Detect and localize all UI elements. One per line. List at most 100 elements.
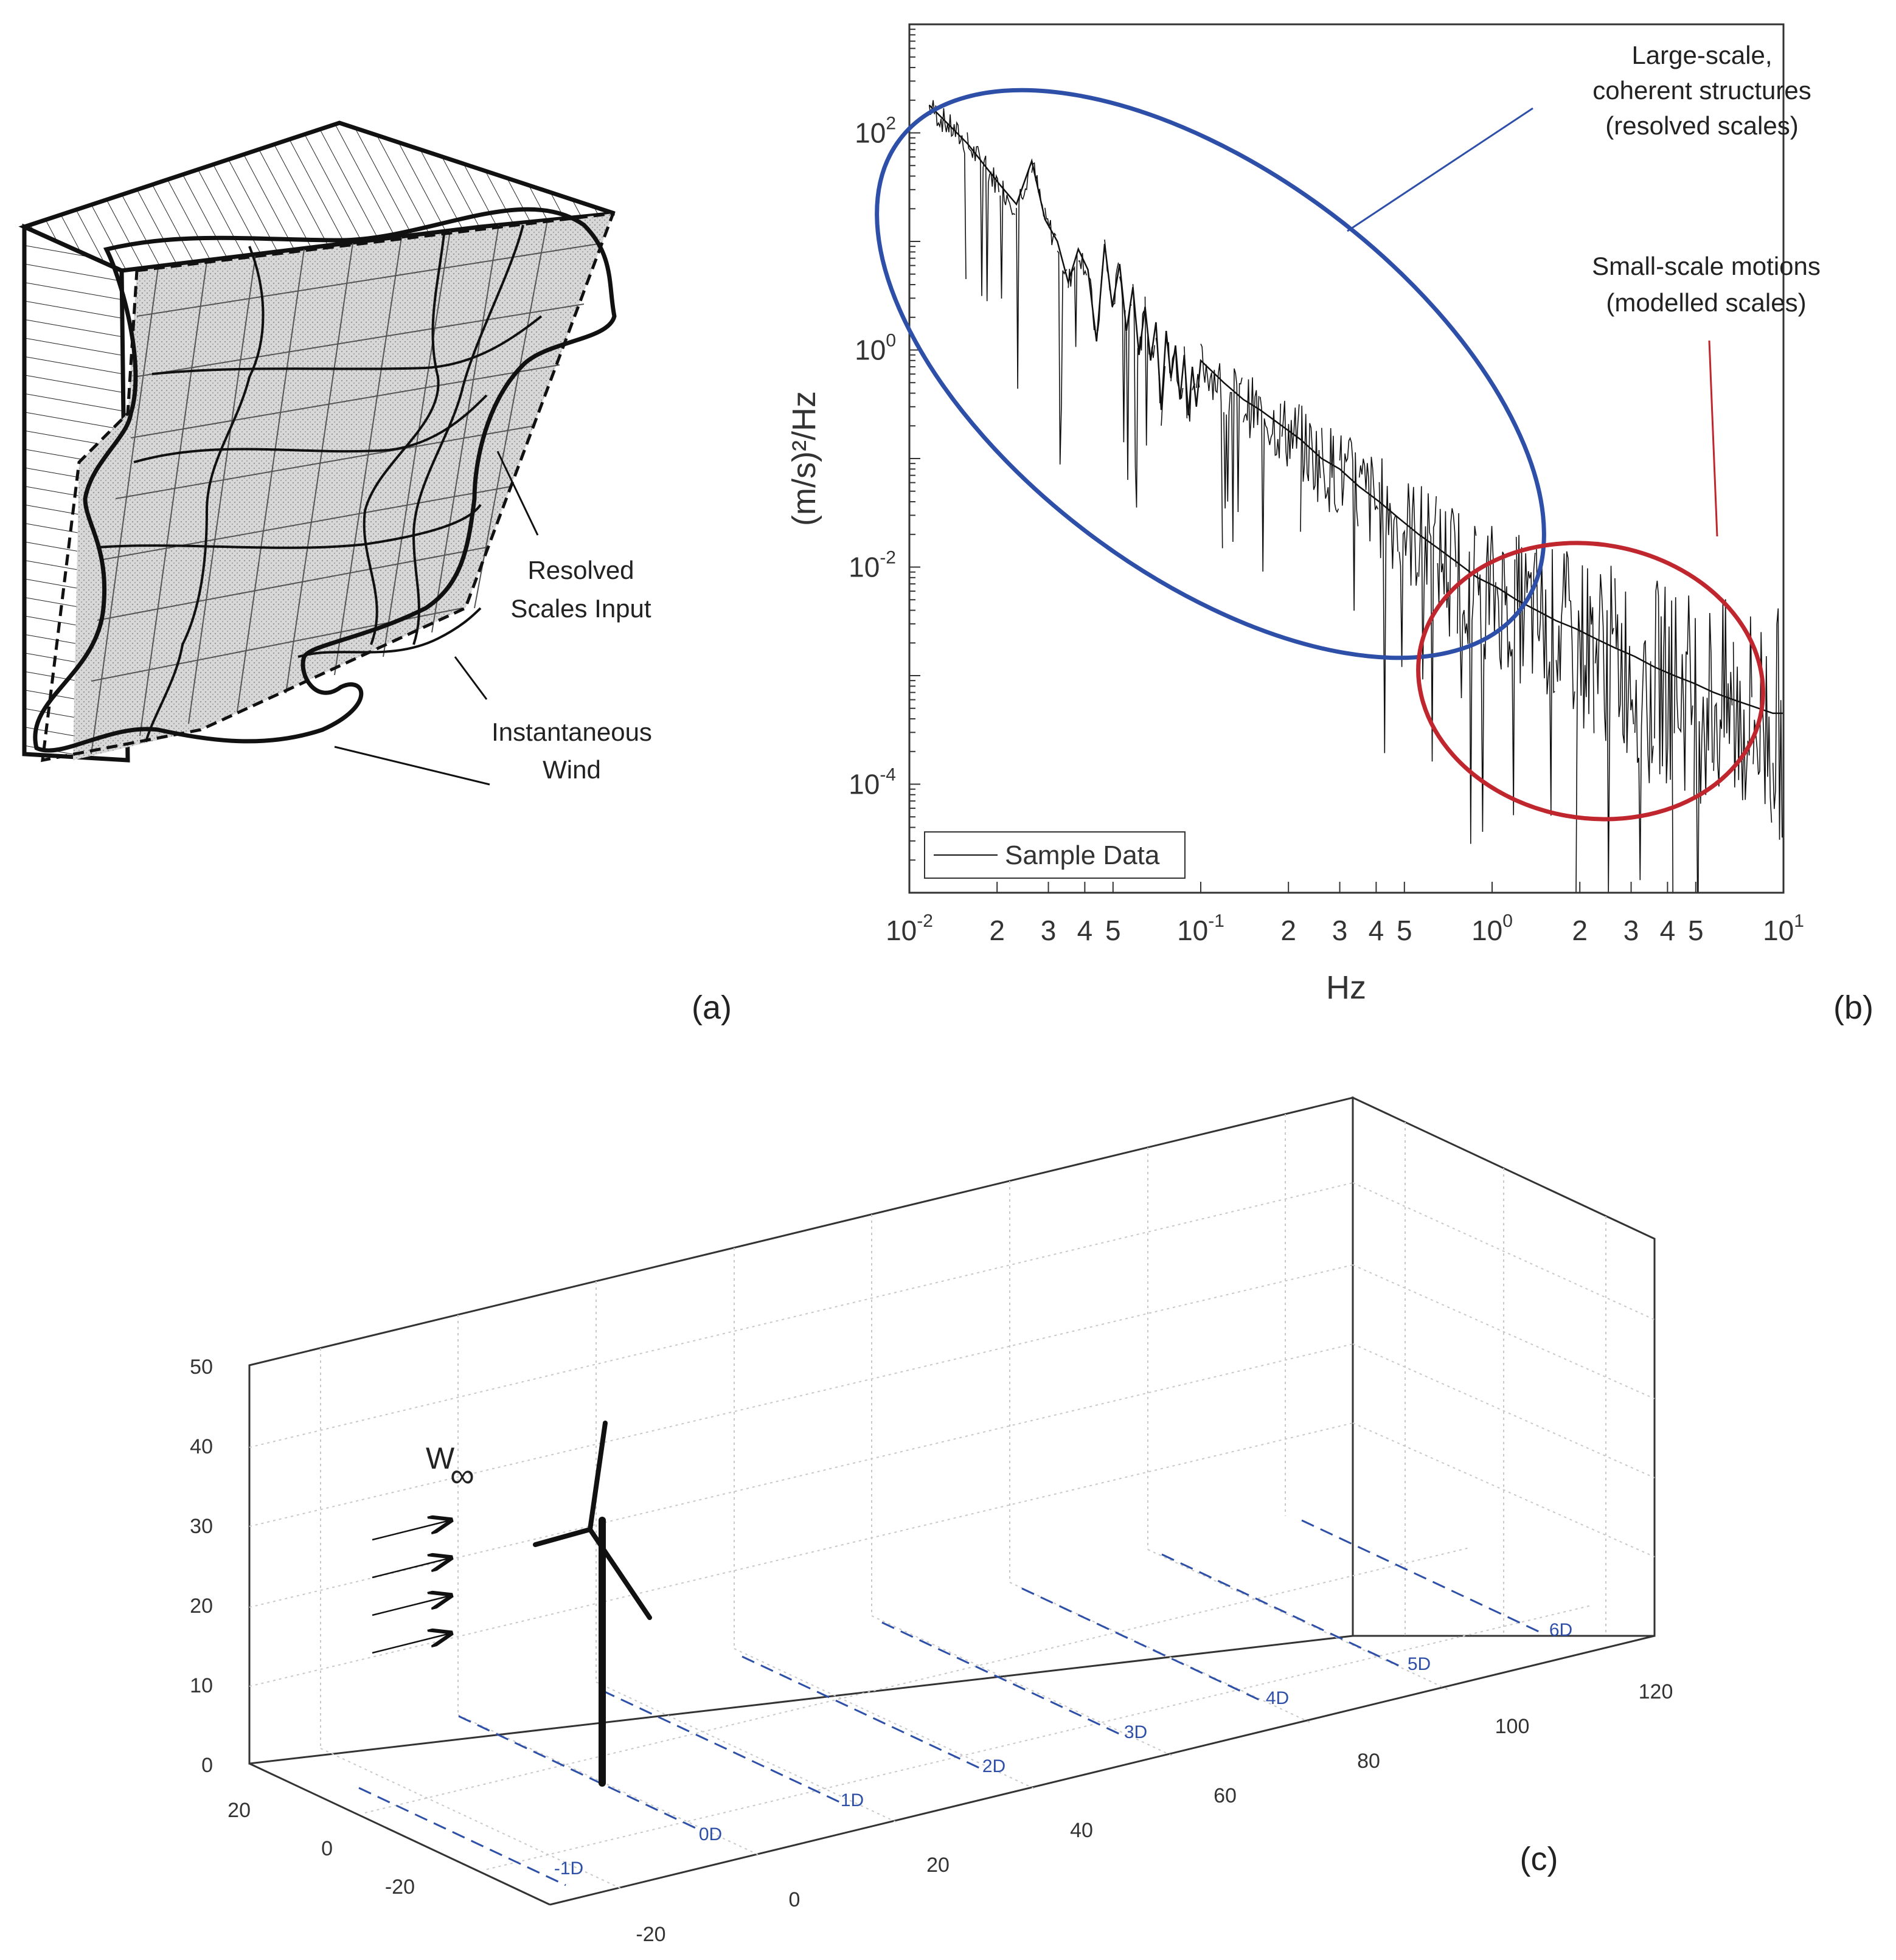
resolved-callout-line (1347, 107, 1533, 232)
series-noise (1281, 401, 1300, 466)
x-tick-label: 3 (1332, 915, 1348, 946)
y-tick-label: 10-2 (849, 548, 896, 583)
tick-base: 10 (886, 915, 917, 946)
modelled-note-line1: Small-scale motions (1592, 252, 1821, 280)
series-noise (1673, 595, 1693, 791)
tick-base: 10 (1763, 915, 1794, 946)
series-noise (1196, 373, 1200, 388)
x-tick-label: 4 (1660, 915, 1676, 946)
x-tick-label: 3 (1041, 915, 1057, 946)
x-axis-label: Hz (1326, 969, 1366, 1006)
inflow-arrow (372, 1596, 450, 1616)
series-noise (1555, 551, 1575, 709)
series-noise (1096, 259, 1104, 331)
series-noise (1044, 207, 1057, 246)
resolved-leader (496, 451, 539, 536)
floor-front-left (249, 1762, 550, 1906)
modelled-note-line2: (modelled scales) (1606, 288, 1806, 317)
series-noise (1184, 346, 1188, 418)
resolved-note-line3: (resolved scales) (1605, 111, 1798, 140)
series-noise (1104, 239, 1111, 292)
floor-front (549, 1635, 1655, 1906)
tick-base: 10 (855, 334, 886, 366)
x-tick-label: 4 (1077, 915, 1093, 946)
panel-a-diagram: Resolved Scales Input Instantaneous Wind… (18, 120, 732, 1026)
inflow-label: W (426, 1441, 455, 1475)
chart-series (928, 100, 1783, 893)
panel-a-label: (a) (692, 989, 732, 1026)
x-axis-ticks: -20 0 20 40 60 80 100 120 (636, 1680, 1673, 1946)
y-tick-label: 10-4 (849, 765, 896, 800)
x-tick-label: 0 (789, 1888, 800, 1911)
series-noise (1200, 344, 1223, 549)
x-tick-label: 80 (1357, 1750, 1380, 1773)
wind-leader-2 (334, 746, 490, 786)
series-noise (1496, 552, 1516, 816)
inflow-arrows (372, 1520, 450, 1654)
series-noise (1150, 345, 1155, 359)
tick-exponent: -1 (1208, 911, 1224, 931)
y-tick-label: -20 (385, 1875, 415, 1899)
x-tick-label: 2 (1280, 915, 1296, 946)
wind-turbine (533, 1421, 652, 1787)
x-tick-label: 5 (1688, 915, 1704, 946)
series-noise (1321, 428, 1339, 513)
y-tick-label: 100 (855, 331, 896, 366)
series-noise (1437, 508, 1457, 637)
series-noise (1223, 368, 1243, 542)
resolved-note-line2: coherent structures (1592, 76, 1811, 105)
wind-annotation-line2: Wind (543, 755, 601, 784)
d-marker-label: 0D (699, 1824, 722, 1844)
series-noise (1179, 387, 1184, 399)
x-tick-label: 120 (1639, 1680, 1673, 1703)
series-noise (967, 132, 999, 302)
x-tick-label: 100 (1471, 911, 1513, 946)
series-noise (1126, 304, 1132, 480)
series-noise (1132, 284, 1139, 508)
x-tick-label: 10-1 (1177, 911, 1224, 946)
tick-base: 10 (849, 769, 880, 800)
x-tick-label: 2 (989, 915, 1005, 946)
series-noise (1378, 458, 1398, 753)
series-noise (1634, 640, 1654, 881)
series-noise (1693, 612, 1713, 893)
turbine-blade-left (533, 1527, 592, 1547)
tick-base: 10 (1471, 915, 1502, 946)
z-tick-label: 0 (201, 1754, 213, 1777)
x-tick-label: 5 (1397, 915, 1412, 946)
modelled-scales-ellipse (1416, 541, 1765, 822)
tick-exponent: 0 (1502, 911, 1513, 931)
series-noise (1187, 387, 1192, 422)
series-noise (1144, 296, 1150, 446)
turbine-blade-right (588, 1527, 652, 1620)
wind-leader-1 (454, 656, 488, 700)
d-marker-label: -1D (554, 1858, 583, 1879)
y-tick-label: 102 (855, 114, 896, 149)
series-noise (1192, 383, 1196, 390)
panel-c-3d-plot: -1D 0D 1D 2D 3D 4D 5D 6D 0 10 20 30 40 50 -20 0 20 40 60… (190, 1096, 1673, 1946)
x-tick-label: 20 (926, 1854, 950, 1877)
series-noise (1119, 276, 1126, 443)
panel-b-label: (b) (1833, 989, 1873, 1026)
x-tick-label: 60 (1214, 1784, 1237, 1807)
series-noise (1155, 338, 1161, 404)
tick-exponent: -4 (880, 765, 896, 785)
x-tick-label: 5 (1105, 915, 1121, 946)
series-noise (1398, 483, 1418, 667)
series-noise (1165, 339, 1170, 373)
series-noise (1300, 406, 1321, 532)
tick-exponent: 2 (886, 114, 896, 134)
modelled-callout-line (1708, 340, 1718, 537)
tick-exponent: 0 (886, 331, 896, 351)
series-noise (1260, 397, 1282, 572)
tick-exponent: -2 (880, 548, 896, 568)
x-tick-label: 101 (1763, 911, 1804, 946)
z-tick-label: 50 (190, 1356, 213, 1379)
series-noise (1575, 565, 1595, 893)
inflow-arrow (372, 1558, 450, 1579)
series-noise (1477, 525, 1496, 832)
y-axis-ticks: 20 0 -20 (227, 1799, 415, 1899)
x-tick-label: -20 (636, 1923, 665, 1946)
d-marker-label: 1D (841, 1790, 864, 1810)
